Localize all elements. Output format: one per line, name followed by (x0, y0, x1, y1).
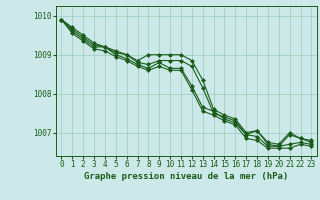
X-axis label: Graphe pression niveau de la mer (hPa): Graphe pression niveau de la mer (hPa) (84, 172, 289, 181)
